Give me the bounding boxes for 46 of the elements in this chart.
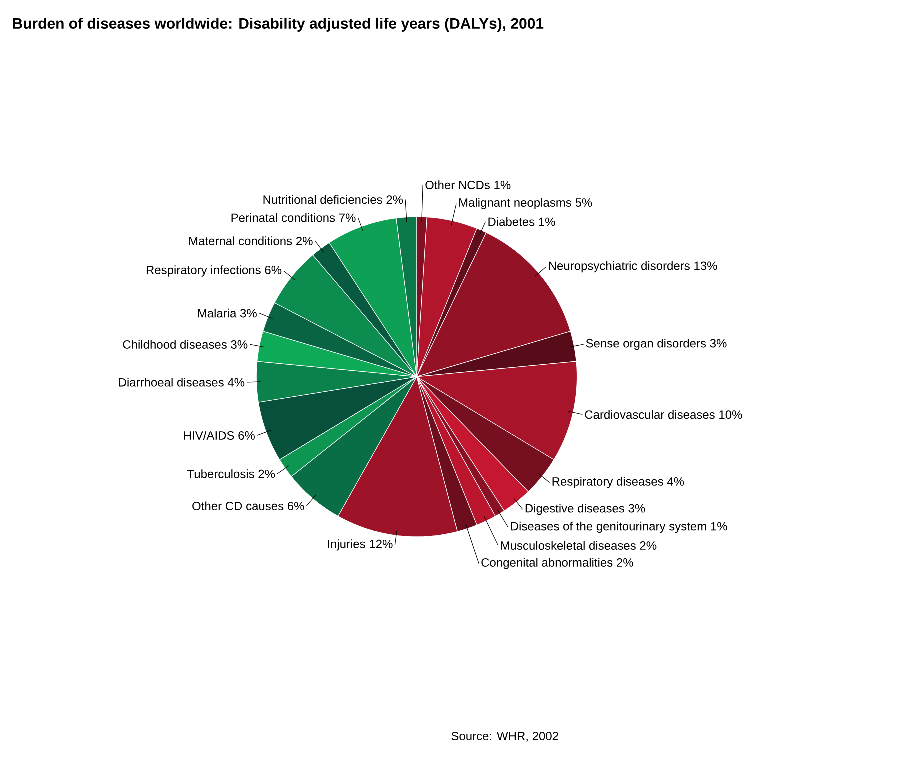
data-label: 6% [238, 431, 255, 440]
data-label: 3% [628, 504, 646, 513]
slice-label: Perinatal conditions [232, 213, 336, 222]
data-label: 4% [667, 477, 684, 486]
slice-label: Diabetes [488, 217, 535, 226]
data-label: 2% [617, 558, 634, 567]
slice-label: Respiratory infections [146, 266, 261, 277]
slice-label: Musculoskeletal diseases [501, 541, 636, 550]
data-label: 10% [720, 410, 742, 420]
slice-label: Diseases of the genitourinary system [511, 522, 706, 534]
slice-label: Respiratory diseases [552, 477, 664, 488]
slice-label: Nutritional deficiencies [264, 195, 382, 204]
data-label: 2% [386, 196, 404, 204]
source-note: Source: WHR, 2002 [452, 732, 558, 742]
slice-label: Other CD causes [192, 502, 284, 511]
slice-label: Digestive diseases [526, 504, 624, 516]
slice-label: Neuropsychiatric disorders [549, 261, 690, 273]
slice-label: HIV/AIDS [184, 431, 234, 440]
slice-label: Sense organ disorders [586, 338, 706, 350]
data-label: 1% [711, 522, 728, 531]
data-label: 7% [339, 214, 356, 222]
data-label: 2% [258, 470, 276, 478]
slice-label: Tuberculosis [188, 470, 254, 478]
slice-label: Other NCDs [426, 180, 490, 190]
data-label: 6% [288, 502, 304, 511]
data-label: 13% [694, 262, 718, 270]
data-label: 2% [296, 236, 313, 246]
slice-label: Childhood diseases [123, 340, 227, 349]
data-label: 12% [370, 540, 393, 548]
data-label: 3% [240, 309, 257, 318]
data-label: 6% [265, 266, 282, 274]
slice-label: Cardiovascular diseases [585, 410, 715, 420]
data-label: 3% [231, 340, 248, 349]
slice-label: Injuries [328, 540, 366, 551]
data-label: 1% [494, 181, 511, 190]
slice-label: Malaria [198, 308, 237, 318]
data-label: 5% [576, 198, 592, 208]
slice-label: Malignant neoplasms [460, 198, 572, 210]
data-label: 2% [640, 542, 657, 550]
data-label: 4% [228, 378, 245, 387]
slice-label: Congenital abnormalities [482, 558, 613, 570]
data-label: 3% [710, 339, 727, 348]
chart-title: Burden of diseases worldwide: Disability adjusted life years (DALYs), 2001 [13, 18, 544, 32]
data-label: 1% [539, 218, 556, 226]
slice-label: Maternal conditions [190, 236, 292, 246]
slice-label: Diarrhoeal diseases [119, 378, 224, 387]
